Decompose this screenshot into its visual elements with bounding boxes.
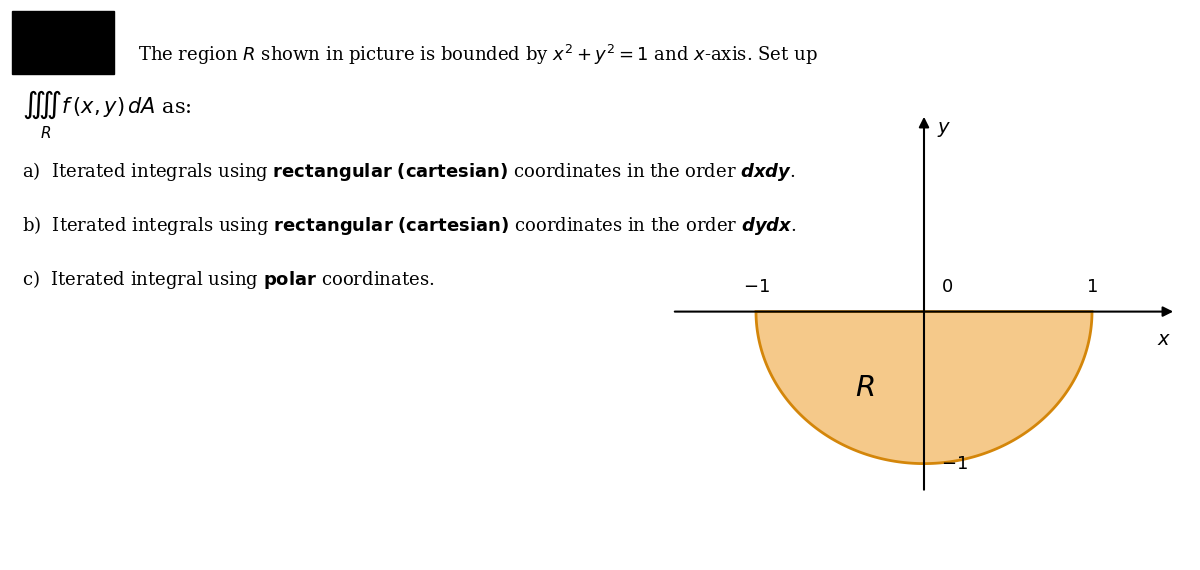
Text: $-1$: $-1$: [743, 278, 769, 296]
Text: $R$: $R$: [40, 125, 50, 141]
Text: The region $R$ shown in picture is bounded by $x^2 + y^2 = 1$ and $x$-axis. Set : The region $R$ shown in picture is bound…: [138, 43, 817, 67]
Text: $-1$: $-1$: [941, 455, 967, 473]
Text: a)  Iterated integrals using $\mathbf{rectangular\ (cartesian)}$ coordinates in : a) Iterated integrals using $\mathbf{rec…: [22, 160, 796, 182]
Text: $R$: $R$: [856, 373, 875, 402]
Text: $y$: $y$: [937, 120, 952, 139]
Text: $0$: $0$: [941, 278, 953, 296]
Text: $1$: $1$: [1086, 278, 1098, 296]
Text: $\iint\!\!\iint f\,(x,y)\,dA$ as:: $\iint\!\!\iint f\,(x,y)\,dA$ as:: [22, 88, 192, 121]
Text: c)  Iterated integral using $\mathbf{polar}$ coordinates.: c) Iterated integral using $\mathbf{pola…: [22, 268, 434, 291]
Text: $x$: $x$: [1157, 331, 1171, 349]
Polygon shape: [756, 312, 1092, 463]
Text: b)  Iterated integrals using $\mathbf{rectangular\ (cartesian)}$ coordinates in : b) Iterated integrals using $\mathbf{rec…: [22, 214, 796, 237]
